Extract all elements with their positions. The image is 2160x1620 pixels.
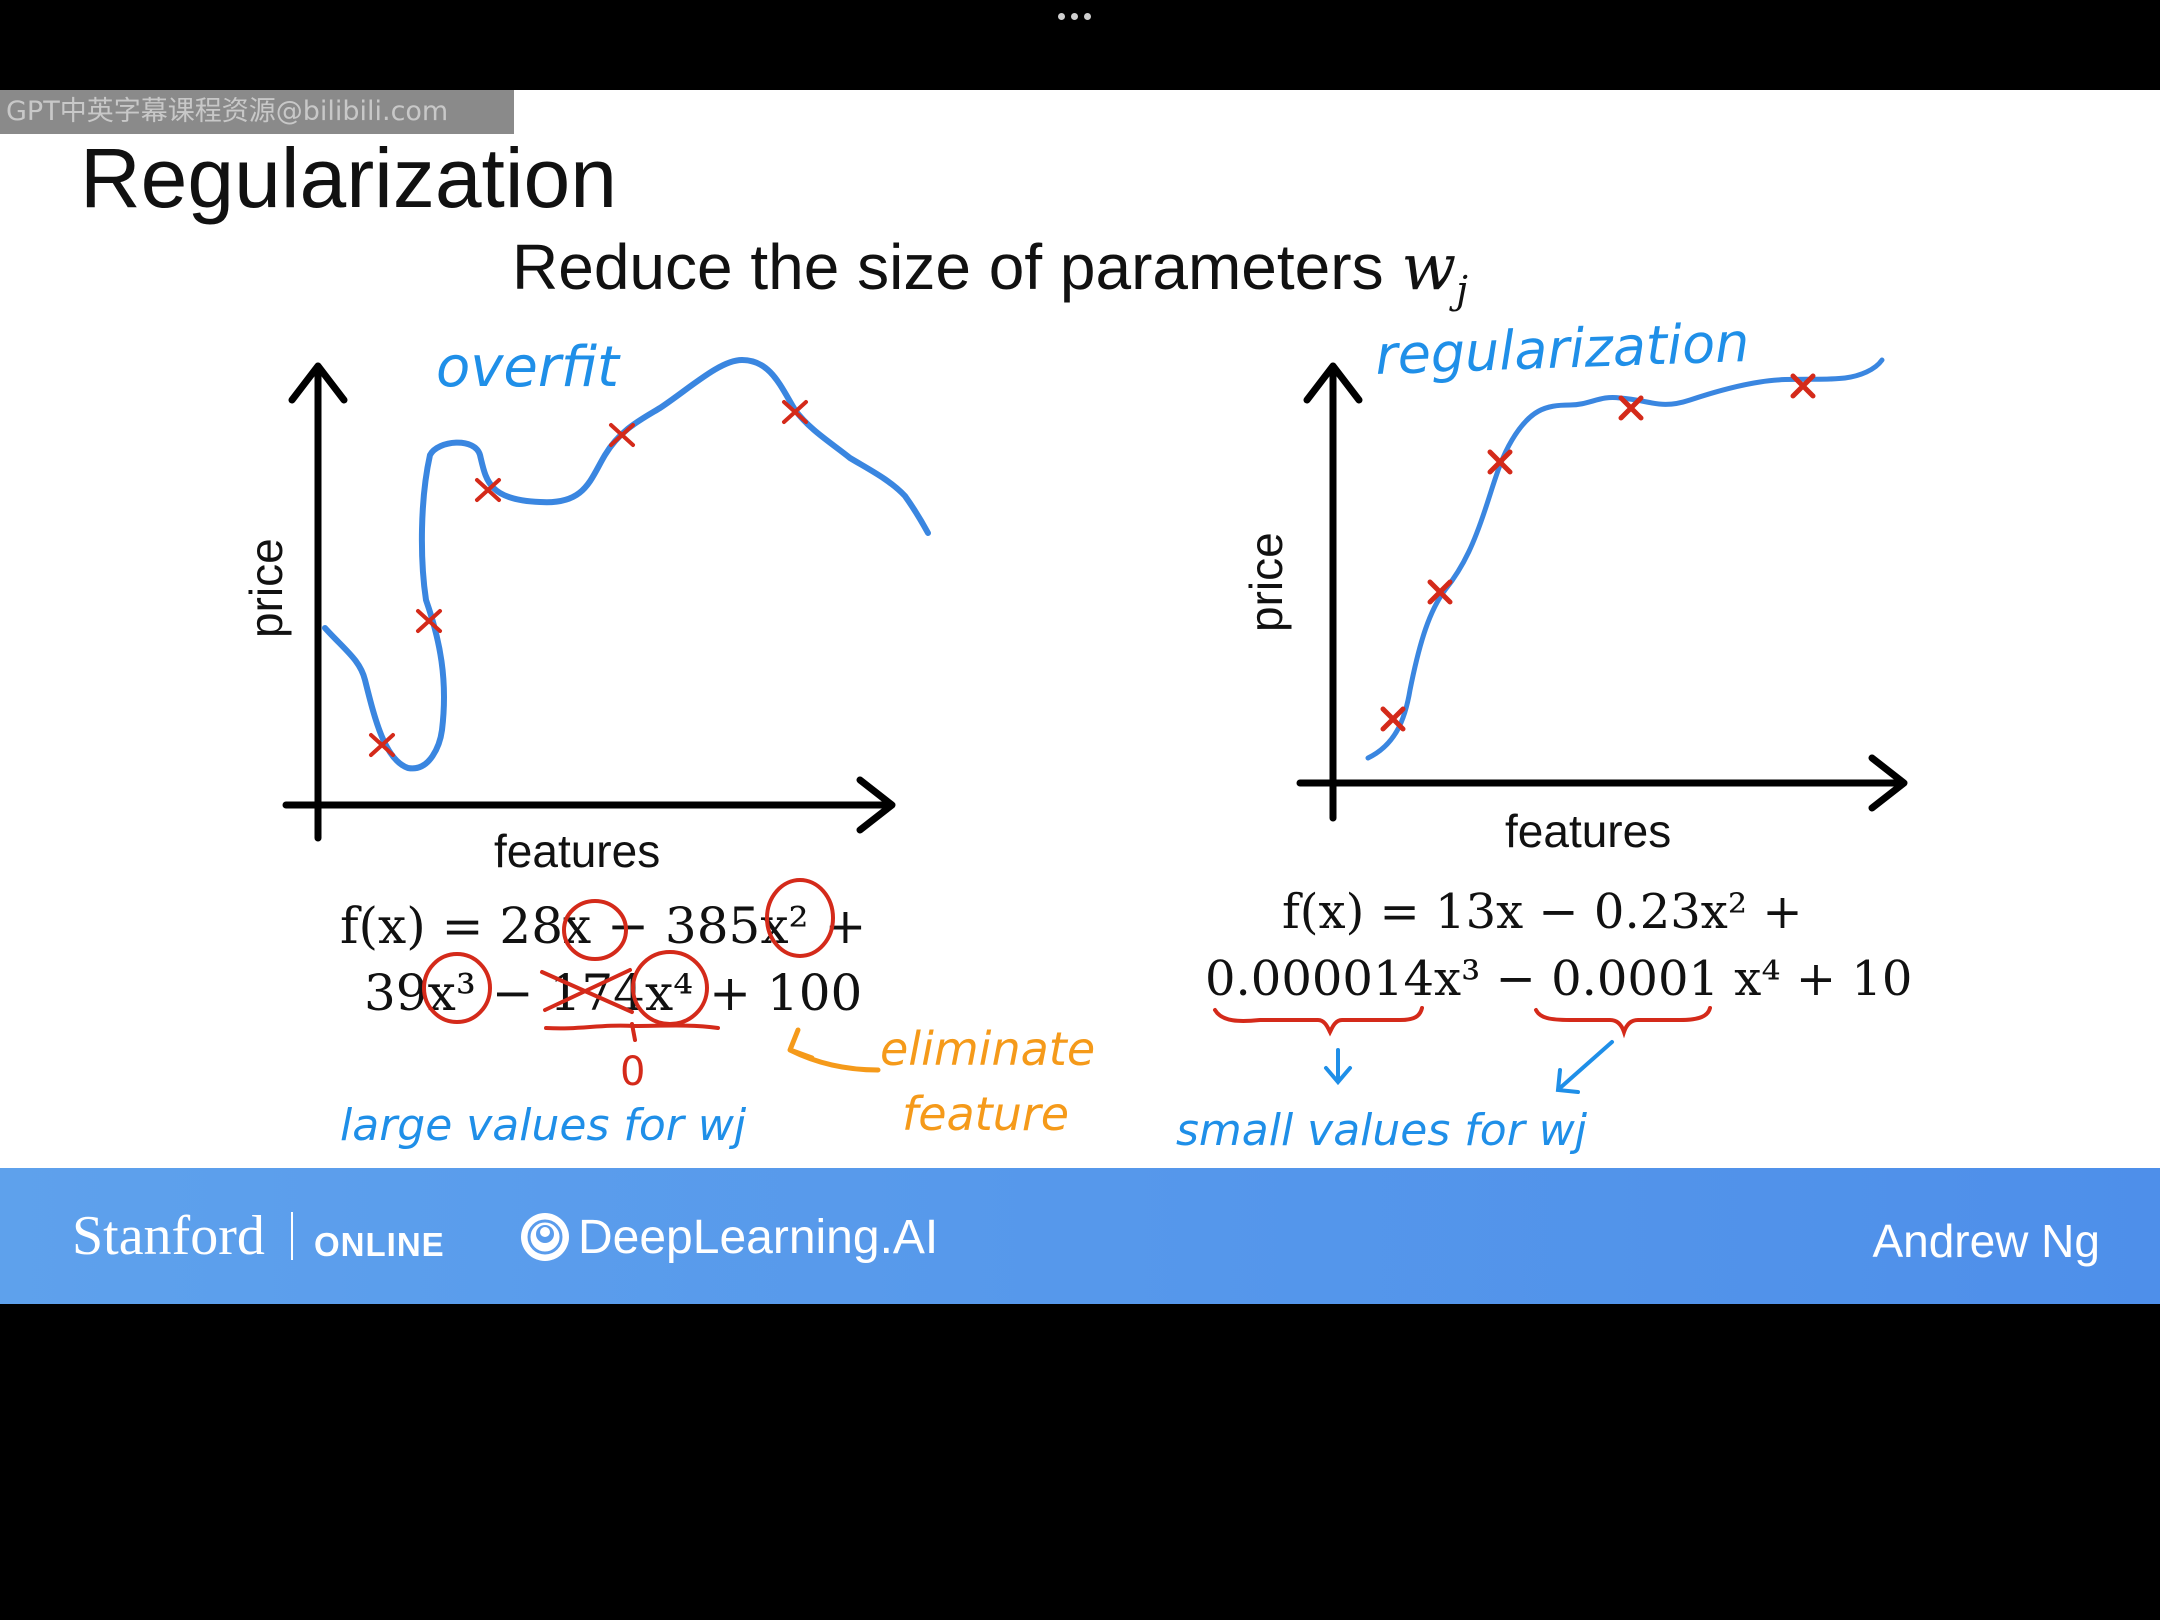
left-y-label: price [240, 538, 292, 638]
dot [1084, 13, 1091, 20]
footer-banner: Stanford ONLINE DeepLearning.AI Andrew N… [0, 1168, 2160, 1304]
right-equation-line1: f(x) = 13x − 0.23x² + [1282, 884, 1803, 940]
right-blue-arrows [1326, 1042, 1612, 1092]
note-large-values: large values for wj [340, 1100, 747, 1151]
right-x-label: features [1505, 805, 1671, 857]
overfit-curve [325, 360, 928, 768]
regularized-curve [1368, 360, 1882, 758]
right-underbraces [1215, 1008, 1710, 1032]
note-eliminate-1: eliminate [880, 1022, 1095, 1076]
data-point [611, 425, 633, 445]
deeplearning-logo-icon [520, 1212, 570, 1262]
author-name: Andrew Ng [1872, 1214, 2100, 1268]
stanford-logo: Stanford [72, 1204, 265, 1268]
window-menu-dots[interactable] [1058, 13, 1091, 20]
right-axes [1300, 366, 1904, 818]
right-y-label: price [1240, 532, 1292, 632]
left-x-label: features [494, 825, 660, 877]
lecture-slide: GPT中英字幕课程资源@bilibili.com Regularization … [0, 90, 2160, 1168]
logo-divider [291, 1212, 293, 1260]
note-small-values: small values for wj [1176, 1105, 1588, 1156]
dot [1071, 13, 1078, 20]
right-equation-line2: 0.000014x³ − 0.0001 x⁴ + 10 [1205, 951, 1912, 1007]
overfit-markers [371, 402, 806, 755]
overfit-annotation: overfit [436, 335, 621, 400]
deeplearning-logo-text: DeepLearning.AI [578, 1210, 938, 1265]
note-eliminate-2: feature [902, 1087, 1069, 1141]
zero-note: 0 [620, 1049, 645, 1095]
left-equation-line2: 39x³ − 174x⁴ + 100 [364, 964, 862, 1022]
left-equation-line1: f(x) = 28x − 385x² + [340, 897, 866, 955]
dot [1058, 13, 1065, 20]
regularization-annotation: regularization [1374, 311, 1750, 387]
slide-drawing: price features overfit f(x) = 28x − 385x… [0, 90, 2160, 1168]
orange-arrow [790, 1030, 878, 1070]
left-axes [286, 366, 892, 838]
regularized-markers [1383, 376, 1813, 729]
online-label: ONLINE [314, 1226, 445, 1264]
